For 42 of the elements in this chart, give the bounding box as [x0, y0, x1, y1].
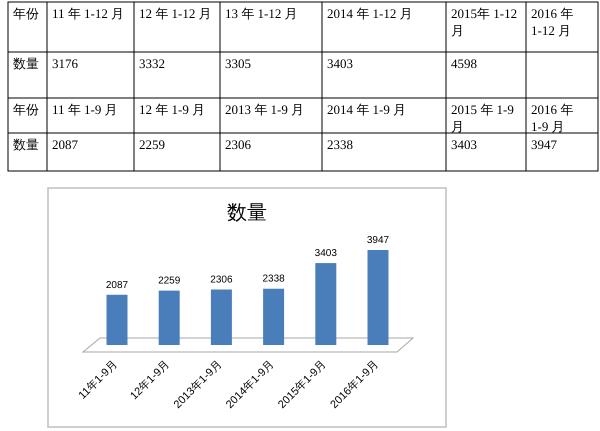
x-tick-label: 11年1-9月 — [76, 358, 120, 402]
category-label: 13 年 1-12 月 — [225, 6, 298, 21]
text: 数量 — [13, 137, 39, 152]
x-tick-label: 12年1-9月 — [128, 358, 172, 402]
data-label: 3305 — [225, 56, 251, 71]
bar — [106, 294, 128, 345]
bar — [158, 290, 180, 345]
data-label: 3332 — [139, 56, 165, 71]
data-label: 3403 — [451, 137, 477, 152]
bar — [315, 263, 336, 345]
data-label: 2259 — [139, 137, 165, 152]
chart-title: 数量 — [227, 202, 267, 224]
text: 年份 — [13, 102, 39, 117]
category-label: 2015年 1-12 月 — [451, 6, 518, 38]
data-label: 2306 — [210, 274, 233, 286]
bar — [368, 250, 388, 345]
data-label: 2306 — [225, 137, 252, 152]
data-label: 2259 — [158, 276, 181, 287]
category-label: 11 年 1-9 月 — [52, 102, 118, 117]
data-label: 2087 — [106, 280, 129, 291]
text: 年份 — [13, 6, 39, 21]
data-label: 3403 — [327, 56, 353, 71]
category-label: 2016 年 1-9 月 — [531, 102, 574, 134]
text: 数量 — [13, 56, 39, 71]
category-label: 2014 年 1-12 月 — [327, 6, 413, 21]
category-label: 2014 年 1-9 月 — [327, 102, 406, 117]
data-label: 3176 — [52, 56, 78, 71]
category-label: 12 年 1-9 月 — [139, 102, 206, 117]
data-label: 3403 — [314, 248, 338, 260]
data-label: 4598 — [451, 56, 477, 71]
category-label: 11 年 1-12 月 — [52, 6, 124, 21]
category-label: 2015 年 1-9 月 — [451, 102, 514, 134]
category-label: 2016 年 1-12 月 — [531, 6, 574, 38]
data-label: 2338 — [262, 274, 286, 285]
category-label: 12 年 1-12 月 — [139, 6, 212, 21]
category-label: 2013 年 1-9 月 — [225, 102, 304, 117]
data-label: 3947 — [366, 235, 390, 246]
data-label: 3947 — [531, 137, 558, 152]
data-label: 2087 — [52, 137, 78, 152]
bar — [210, 289, 232, 345]
data-label: 2338 — [327, 137, 353, 152]
bar — [263, 288, 284, 345]
